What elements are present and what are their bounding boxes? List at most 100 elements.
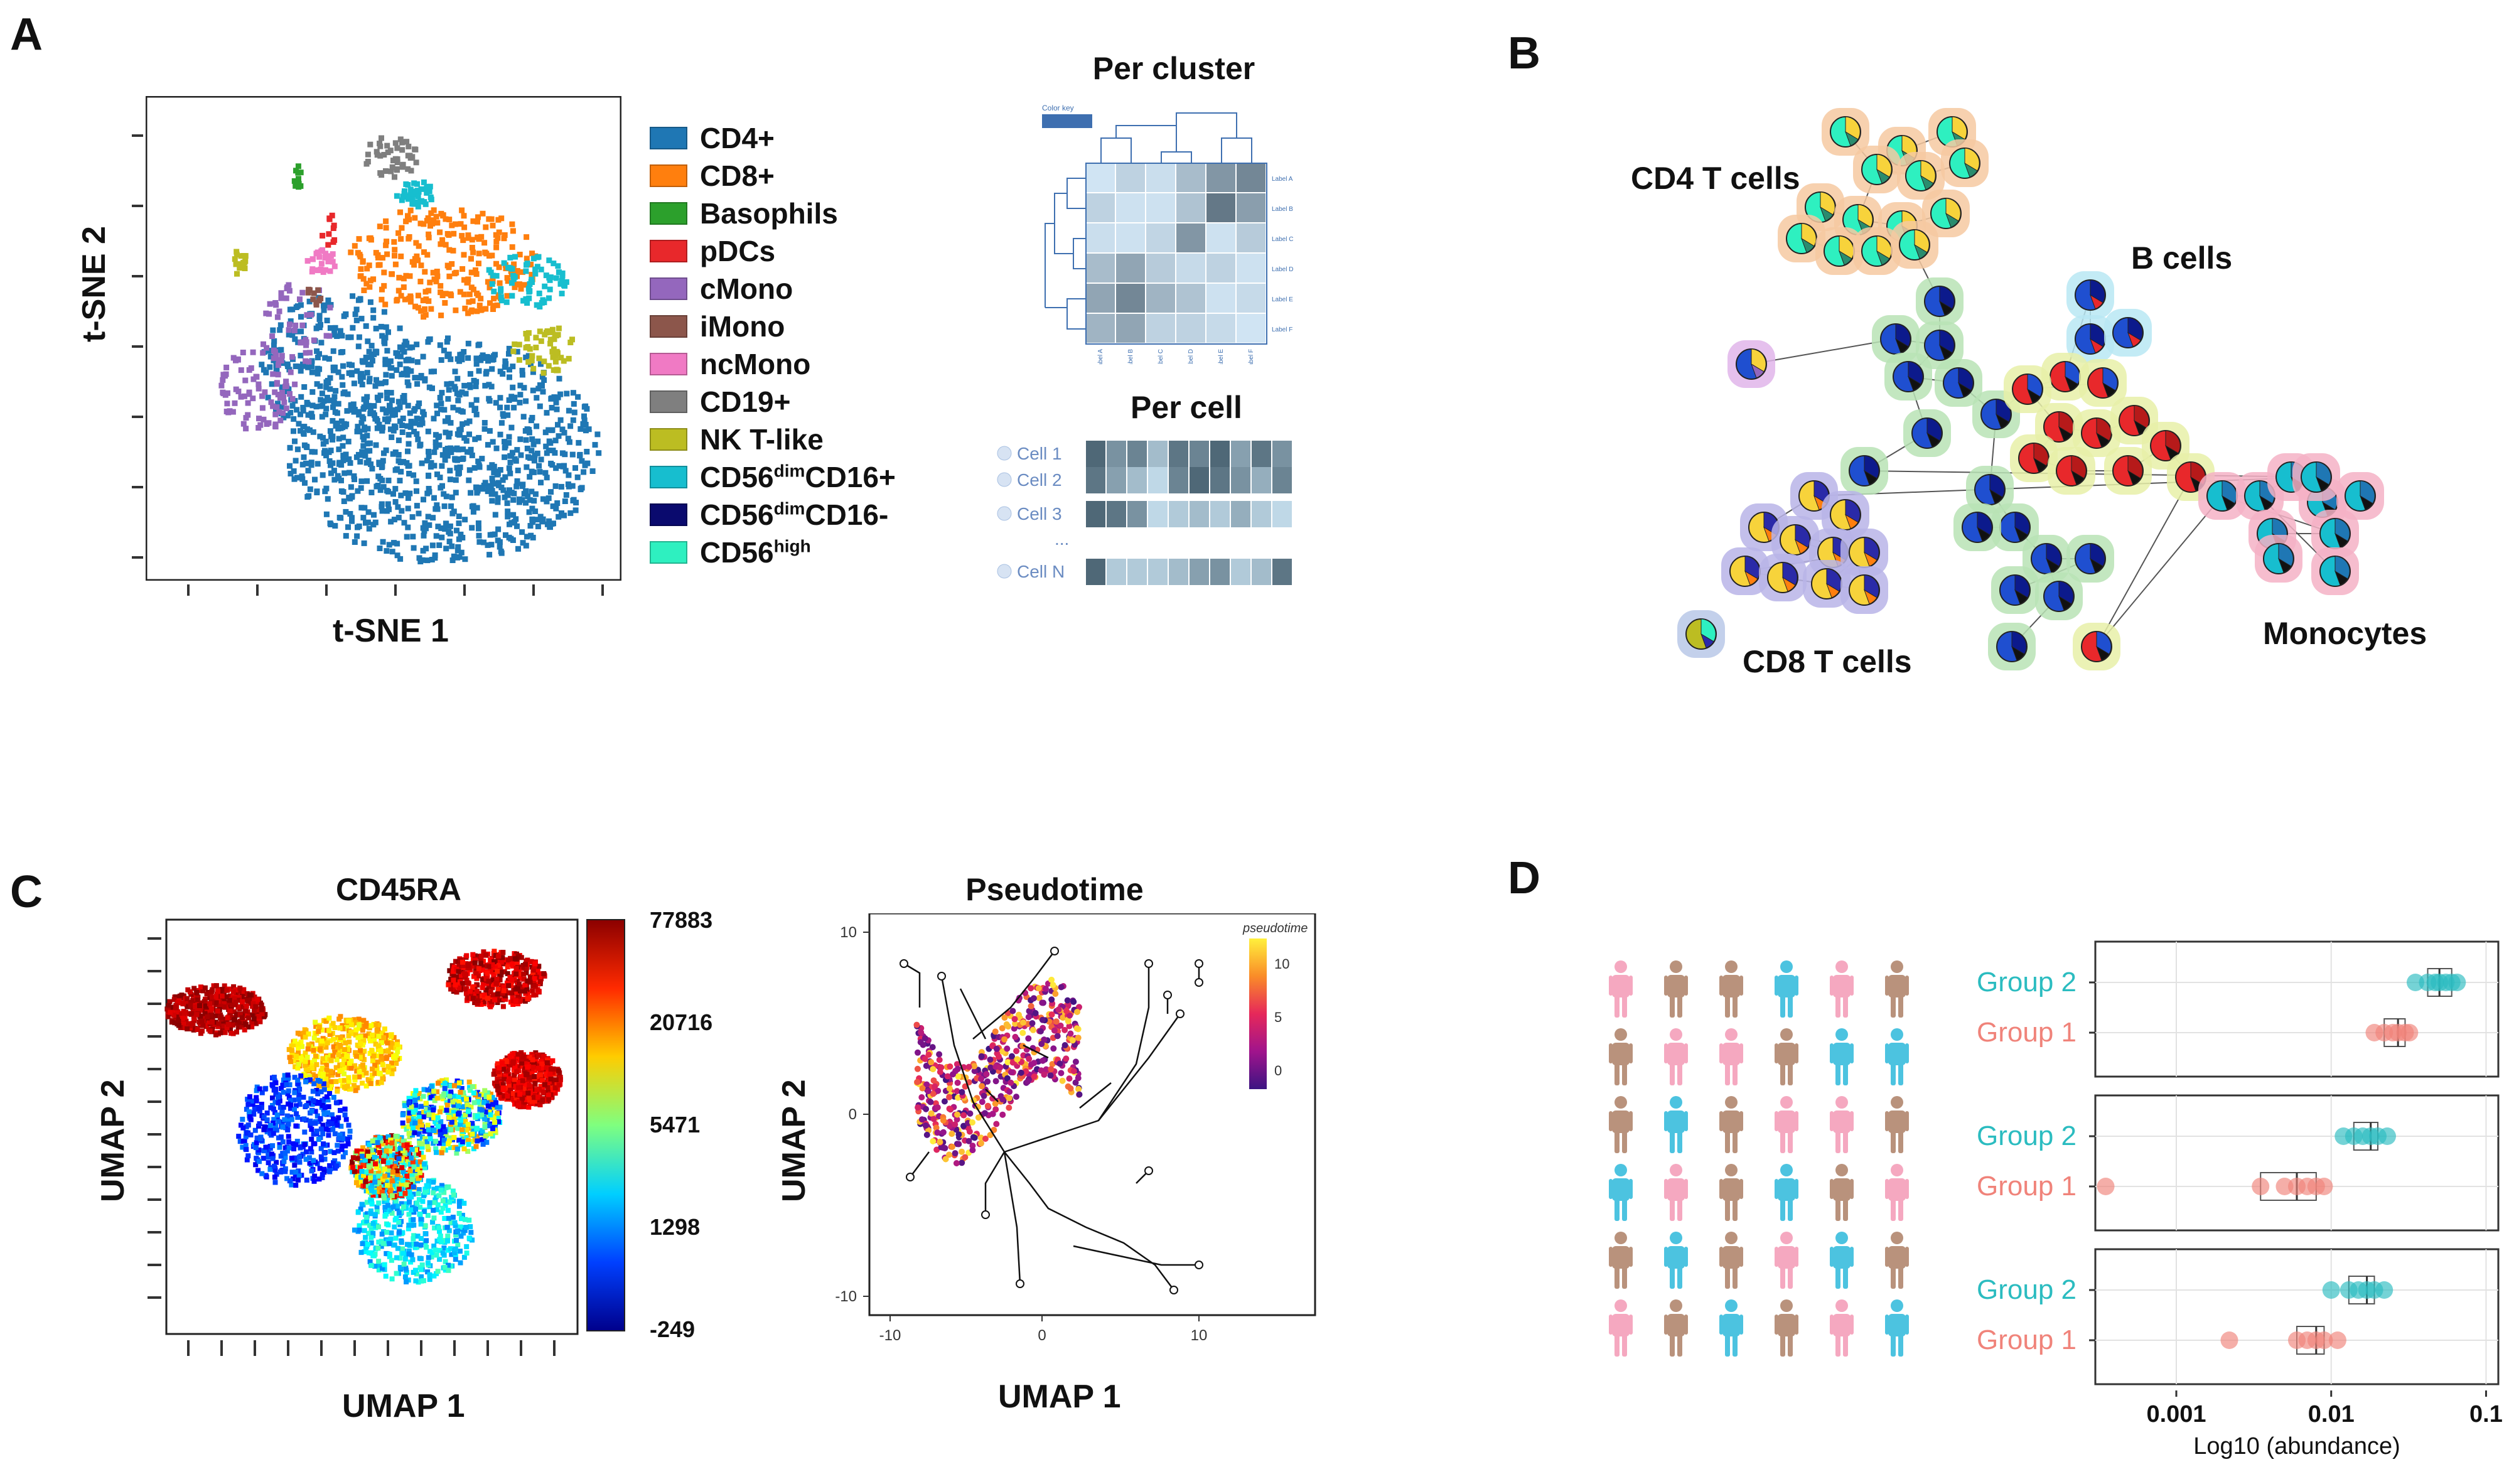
legend-label: CD8+ bbox=[700, 159, 775, 192]
data-point bbox=[2328, 1331, 2346, 1349]
person-icon bbox=[1775, 1299, 1798, 1357]
panel-letter-c: C bbox=[10, 867, 43, 917]
legend-item: CD56dimCD16- bbox=[650, 496, 896, 534]
person-icon bbox=[1830, 1096, 1854, 1153]
facet-frame bbox=[2094, 940, 2500, 1078]
person-icon bbox=[1830, 1028, 1854, 1085]
tsne-xlabel: t-SNE 1 bbox=[333, 613, 449, 649]
legend-label: NK T-like bbox=[700, 423, 824, 456]
abundance-chart: Group 2 Group 1 Group 2 Group 1 Group 2 Group… bbox=[1977, 940, 2503, 1460]
person-icon bbox=[1609, 960, 1633, 1018]
legend-label: CD4+ bbox=[700, 122, 775, 154]
b-cells-label: B cells bbox=[2131, 240, 2233, 276]
facet-frame bbox=[2094, 1248, 2500, 1385]
tsne-plot bbox=[145, 95, 622, 581]
data-point bbox=[2378, 1127, 2396, 1145]
legend-swatch bbox=[650, 202, 687, 225]
legend-item: CD56high bbox=[650, 534, 896, 571]
umap2-xlabel: UMAP 1 bbox=[998, 1379, 1121, 1415]
person-icon bbox=[1719, 1299, 1743, 1357]
person-icon bbox=[1719, 1164, 1743, 1221]
legend-item: pDCs bbox=[650, 232, 896, 270]
legend-label: ncMono bbox=[700, 348, 811, 380]
data-point bbox=[2375, 1281, 2393, 1299]
legend-swatch bbox=[650, 315, 687, 338]
legend-swatch bbox=[650, 277, 687, 300]
data-point bbox=[2315, 1331, 2333, 1349]
umap1-xlabel: UMAP 1 bbox=[342, 1388, 465, 1424]
cd4-t-cells-label: CD4 T cells bbox=[1631, 161, 1800, 196]
series-label: Group 2 bbox=[1977, 967, 2077, 997]
legend-item: ncMono bbox=[650, 345, 896, 383]
person-icon bbox=[1775, 1028, 1798, 1085]
legend-label: CD56dimCD16+ bbox=[700, 461, 896, 493]
legend-item: cMono bbox=[650, 270, 896, 308]
per-cell-title: Per cell bbox=[1131, 390, 1242, 425]
person-icon bbox=[1775, 1232, 1798, 1289]
person-icon bbox=[1885, 1232, 1909, 1289]
person-icon bbox=[1609, 1028, 1633, 1085]
colorbar-tick: 20716 bbox=[650, 1009, 713, 1035]
facet-frame bbox=[2094, 1094, 2500, 1232]
svg-text:Label A: Label A bbox=[1272, 176, 1293, 183]
svg-text:Cell 3: Cell 3 bbox=[1017, 504, 1062, 524]
per-cell-heatmap: Cell 1 Cell 2 Cell 3 Cell N... bbox=[997, 441, 1292, 585]
series-label: Group 2 bbox=[1977, 1121, 2077, 1151]
series-label: Group 1 bbox=[1977, 1325, 2077, 1355]
legend-swatch bbox=[650, 428, 687, 451]
colorbar-tick: 77883 bbox=[650, 907, 713, 933]
colorbar-tick: 5471 bbox=[650, 1112, 701, 1137]
per-cluster-title: Per cluster bbox=[1092, 51, 1255, 86]
x-tick-label: 0.01 bbox=[2308, 1401, 2355, 1428]
svg-text:Label E: Label E bbox=[1218, 349, 1225, 364]
donor-grid bbox=[1609, 960, 1909, 1357]
cluster-tree bbox=[1677, 108, 2384, 670]
svg-text:Label F: Label F bbox=[1248, 349, 1255, 364]
tsne-ylabel: t-SNE 2 bbox=[76, 226, 112, 342]
person-icon bbox=[1775, 1096, 1798, 1153]
person-icon bbox=[1885, 1096, 1909, 1153]
per-cluster-heatmap: Color key Label A Label B Label C Label D Lab… bbox=[1042, 104, 1293, 364]
legend-swatch bbox=[650, 127, 687, 149]
umap1-ylabel: UMAP 2 bbox=[95, 1079, 131, 1202]
legend-item: NK T-like bbox=[650, 421, 896, 458]
umap1-title: CD45RA bbox=[335, 872, 462, 907]
person-icon bbox=[1664, 1096, 1688, 1153]
person-icon bbox=[1664, 1164, 1688, 1221]
colorbar-ticks: 77883 20716 5471 1298 -249 bbox=[650, 907, 712, 1347]
colorbar-tick: 1298 bbox=[650, 1214, 701, 1240]
svg-text:Color key: Color key bbox=[1042, 104, 1074, 112]
series-label: Group 1 bbox=[1977, 1171, 2077, 1202]
data-point bbox=[2252, 1178, 2270, 1195]
svg-text:Cell N: Cell N bbox=[1017, 562, 1065, 581]
legend-swatch bbox=[650, 240, 687, 262]
abundance-xlabel: Log10 (abundance) bbox=[2193, 1433, 2400, 1460]
person-icon bbox=[1885, 1164, 1909, 1221]
person-icon bbox=[1609, 1164, 1633, 1221]
person-icon bbox=[1719, 1096, 1743, 1153]
person-icon bbox=[1830, 960, 1854, 1018]
person-icon bbox=[1885, 1299, 1909, 1357]
person-icon bbox=[1830, 1164, 1854, 1221]
svg-text:Label C: Label C bbox=[1158, 349, 1164, 364]
legend-swatch bbox=[650, 390, 687, 413]
data-point bbox=[2400, 1024, 2419, 1041]
data-point bbox=[2097, 1178, 2115, 1195]
svg-text:Cell 1: Cell 1 bbox=[1017, 444, 1062, 463]
person-icon bbox=[1664, 1299, 1688, 1357]
tsne-x-ticks bbox=[187, 584, 604, 596]
data-point bbox=[2322, 1281, 2340, 1299]
svg-text:Label E: Label E bbox=[1272, 296, 1293, 303]
svg-text:Label B: Label B bbox=[1127, 349, 1134, 364]
series-label: Group 1 bbox=[1977, 1017, 2077, 1048]
panel-letter-b: B bbox=[1508, 28, 1540, 78]
data-point bbox=[2448, 974, 2466, 991]
legend-swatch bbox=[650, 541, 687, 564]
x-tick-label: 0.001 bbox=[2146, 1401, 2206, 1428]
person-icon bbox=[1775, 1164, 1798, 1221]
data-point bbox=[2275, 1178, 2294, 1195]
legend-item: CD8+ bbox=[650, 157, 896, 195]
series-label: Group 2 bbox=[1977, 1274, 2077, 1305]
legend-label: CD19+ bbox=[700, 385, 791, 418]
